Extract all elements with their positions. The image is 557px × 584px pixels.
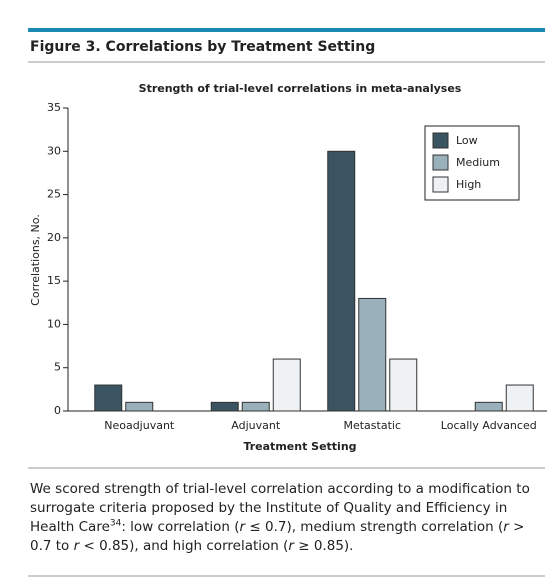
bar [505,384,534,412]
caption-ref: 34 [109,518,122,529]
bar [272,358,301,412]
x-tick-label: Adjuvant [231,419,281,432]
bar [474,401,503,412]
bar [358,297,387,412]
legend-swatch [432,154,449,171]
y-tick-label: 5 [54,361,61,374]
caption-text: We scored strength of trial-level correl… [30,481,530,535]
caption-text: : low correlation ( [121,519,240,535]
y-tick-label: 35 [47,101,61,114]
caption-text: < 0.85), and high correlation ( [79,538,289,554]
bar [389,358,418,412]
y-axis-label: Correlations, No. [29,214,42,306]
x-axis-label: Treatment Setting [243,440,356,453]
bar [94,384,123,412]
bar [125,401,154,412]
legend-label: Medium [456,156,500,169]
bar [327,150,356,412]
bar [241,401,270,412]
y-tick-label: 15 [47,274,61,287]
y-tick-label: 30 [47,144,61,157]
x-tick-label: Neoadjuvant [104,419,175,432]
y-tick-label: 20 [47,231,61,244]
caption-var: r [239,519,246,535]
caption: We scored strength of trial-level correl… [30,480,530,556]
top-rule [28,28,545,32]
y-tick-label: 10 [47,317,61,330]
legend-label: High [456,178,481,191]
y-tick-label: 25 [47,188,61,201]
caption-text: > 0.7 to [30,519,525,554]
caption-var: r [288,538,294,554]
caption-text: ≤ 0.7), medium strength correlation ( [245,519,504,535]
figure-title: Figure 3. Correlations by Treatment Sett… [30,39,375,55]
legend-swatch [432,132,449,149]
y-tick-label: 0 [54,404,61,417]
legend-label: Low [456,134,478,147]
x-tick-label: Locally Advanced [441,419,537,432]
chart-title: Strength of trial-level correlations in … [139,82,462,95]
bar [210,401,239,412]
x-tick-label: Metastatic [343,419,401,432]
caption-var: r [73,538,80,554]
caption-var: r [503,519,509,535]
caption-text: ≥ 0.85). [293,538,354,554]
legend-swatch [432,176,449,193]
